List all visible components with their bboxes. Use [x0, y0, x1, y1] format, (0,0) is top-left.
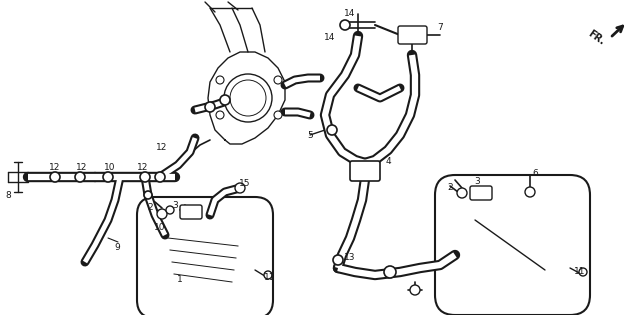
- Circle shape: [235, 183, 245, 193]
- Circle shape: [155, 172, 165, 182]
- FancyBboxPatch shape: [350, 161, 380, 181]
- Circle shape: [525, 187, 535, 197]
- Text: 1: 1: [177, 276, 183, 284]
- Text: 3: 3: [172, 201, 178, 209]
- Circle shape: [224, 74, 272, 122]
- Text: 10: 10: [154, 224, 166, 232]
- Text: 14: 14: [324, 33, 336, 43]
- Text: 8: 8: [5, 192, 11, 201]
- Text: 13: 13: [344, 254, 356, 262]
- Text: 12: 12: [156, 144, 168, 152]
- Text: FR.: FR.: [586, 29, 606, 47]
- Circle shape: [384, 266, 396, 278]
- Circle shape: [333, 255, 343, 265]
- Text: 3: 3: [474, 177, 480, 186]
- Text: 11: 11: [574, 267, 586, 277]
- Text: 12: 12: [49, 163, 61, 173]
- Circle shape: [216, 76, 224, 84]
- Circle shape: [274, 76, 282, 84]
- Text: 15: 15: [239, 179, 251, 187]
- Circle shape: [50, 172, 60, 182]
- Circle shape: [327, 125, 337, 135]
- Circle shape: [140, 172, 150, 182]
- Circle shape: [103, 172, 113, 182]
- Text: 11: 11: [264, 273, 276, 283]
- Circle shape: [216, 111, 224, 119]
- Circle shape: [274, 111, 282, 119]
- Text: 2: 2: [447, 182, 453, 192]
- Circle shape: [457, 188, 467, 198]
- Text: 14: 14: [344, 9, 356, 19]
- FancyBboxPatch shape: [435, 175, 590, 315]
- Circle shape: [264, 271, 272, 279]
- Circle shape: [157, 209, 167, 219]
- Circle shape: [579, 268, 587, 276]
- Text: 10: 10: [104, 163, 116, 173]
- Text: 6: 6: [532, 169, 538, 177]
- Circle shape: [75, 172, 85, 182]
- Circle shape: [220, 95, 230, 105]
- Circle shape: [144, 191, 152, 199]
- Text: 9: 9: [114, 243, 120, 253]
- Circle shape: [166, 206, 174, 214]
- Circle shape: [230, 80, 266, 116]
- Text: 7: 7: [437, 24, 443, 32]
- Text: 4: 4: [385, 158, 391, 167]
- FancyBboxPatch shape: [180, 205, 202, 219]
- Text: 12: 12: [76, 163, 88, 173]
- FancyBboxPatch shape: [470, 186, 492, 200]
- Circle shape: [205, 102, 215, 112]
- Circle shape: [410, 285, 420, 295]
- FancyBboxPatch shape: [398, 26, 427, 44]
- Text: 2: 2: [147, 203, 153, 211]
- Circle shape: [340, 20, 350, 30]
- Text: 12: 12: [138, 163, 148, 173]
- FancyBboxPatch shape: [137, 197, 273, 315]
- Text: 5: 5: [307, 130, 313, 140]
